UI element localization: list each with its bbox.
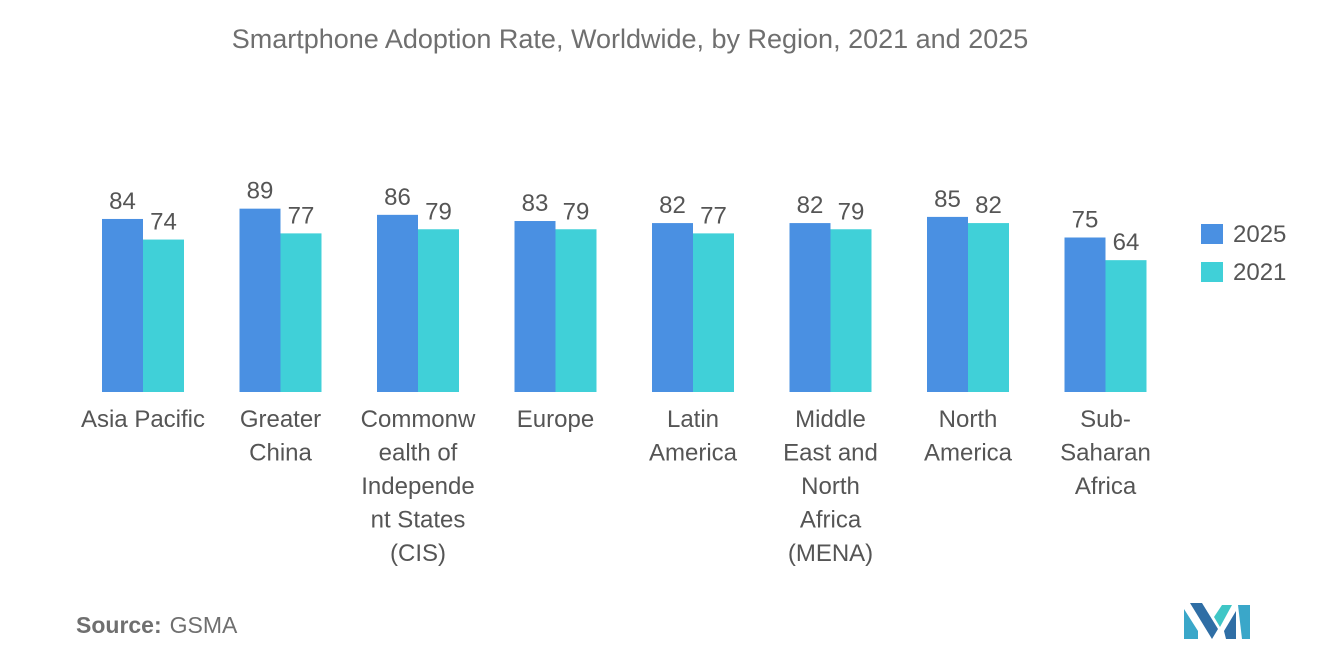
source-note: Source: GSMA: [76, 612, 237, 639]
bar-2021-2: [418, 229, 459, 392]
bar-2025-2: [377, 214, 418, 392]
data-label-2025-2: 86: [384, 184, 411, 211]
source-value: GSMA: [169, 612, 238, 638]
data-label-2025-3: 83: [522, 190, 549, 217]
category-label-7: Sub-Saharan Africa: [1060, 406, 1151, 500]
brand-logo: [1184, 603, 1250, 639]
category-label-2: Commonw ealth of Independe nt States (CIS): [361, 406, 476, 567]
data-label-2021-4: 77: [700, 202, 727, 229]
legend-swatch-2021: [1201, 262, 1223, 282]
bar-2025-0: [102, 218, 143, 392]
bar-chart: 84 74 Asia Pacific 89 77 Greater China 86 79 Comm…: [81, 178, 1286, 567]
bar-2025-1: [239, 208, 281, 392]
category-label-4: Latin America: [649, 406, 738, 467]
category-label-5: Middle East and North Africa (MENA): [783, 406, 878, 567]
data-label-2025-1: 89: [247, 178, 274, 205]
data-label-2025-7: 75: [1072, 207, 1099, 234]
data-label-2021-3: 79: [563, 198, 590, 225]
data-label-2025-6: 85: [934, 186, 961, 213]
legend-label-2021: 2021: [1233, 259, 1286, 286]
bar-2021-0: [143, 239, 184, 392]
data-label-2025-4: 82: [659, 192, 686, 219]
category-label-3: Europe: [517, 406, 594, 433]
category-label-6: North America: [924, 406, 1013, 467]
bar-2021-5: [830, 229, 872, 392]
chart-title: Smartphone Adoption Rate, Worldwide, by …: [231, 24, 1029, 54]
bar-2025-6: [927, 216, 968, 392]
data-label-2021-1: 77: [288, 202, 315, 229]
bar-2025-4: [652, 223, 693, 392]
data-label-2021-2: 79: [425, 198, 452, 225]
legend-label-2025: 2025: [1233, 221, 1286, 248]
bar-2021-7: [1105, 260, 1147, 392]
category-label-0: Asia Pacific: [81, 406, 205, 433]
bar-2025-3: [514, 221, 556, 392]
data-label-2021-7: 64: [1113, 229, 1140, 256]
source-label: Source:: [76, 612, 162, 638]
data-label-2025-0: 84: [109, 188, 136, 215]
category-label-1: Greater China: [240, 406, 321, 467]
bar-2025-5: [789, 223, 831, 392]
bar-2021-6: [968, 223, 1009, 392]
bar-2021-1: [280, 233, 322, 392]
data-label-2021-5: 79: [838, 198, 865, 225]
data-label-2021-6: 82: [975, 192, 1002, 219]
bar-2025-7: [1064, 237, 1106, 392]
bar-2021-3: [555, 229, 597, 392]
legend-swatch-2025: [1201, 224, 1223, 244]
data-label-2021-0: 74: [150, 209, 177, 236]
bar-2021-4: [693, 233, 734, 392]
data-label-2025-5: 82: [797, 192, 824, 219]
